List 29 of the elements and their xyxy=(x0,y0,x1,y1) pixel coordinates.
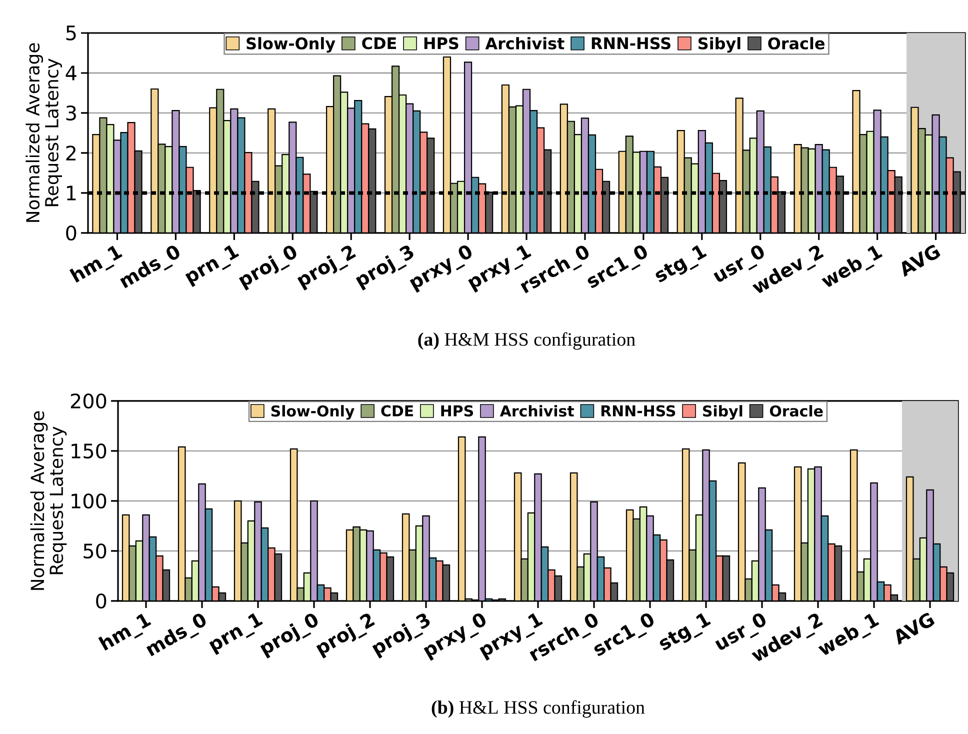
legend-label: Slow-Only xyxy=(246,37,336,53)
y-axis-title: Normalized Average Request Latency xyxy=(26,43,62,222)
y-tick-label: 0 xyxy=(66,225,76,241)
y-tick-label: 50 xyxy=(84,543,106,559)
legend-label: RNN-HSS xyxy=(601,405,676,417)
text: (b) H&L HSS configuration xyxy=(432,700,645,718)
legend-label: CDE xyxy=(381,405,413,417)
legend-label: RNN-HSS xyxy=(592,37,670,50)
y-tick-label: 4 xyxy=(66,66,76,80)
y-axis-title: Normalized Average Request Latency xyxy=(30,411,67,590)
legend-label: HPS xyxy=(441,405,473,417)
y-tick-label: 100 xyxy=(72,493,106,509)
legend-label: HPS xyxy=(424,37,458,50)
legend-label: Oracle xyxy=(768,37,824,50)
y-tick-label: 150 xyxy=(72,443,106,459)
y-tick-label: 3 xyxy=(66,105,76,121)
legend-label: Archivist xyxy=(500,405,574,417)
legend-label: Archivist xyxy=(485,37,564,50)
y-tick-label: 1 xyxy=(67,186,76,200)
y-tick-label: 2 xyxy=(66,146,76,160)
legend-label: Sibyl xyxy=(703,405,742,420)
legend-label: CDE xyxy=(362,37,396,50)
y-tick-label: 0 xyxy=(96,593,106,609)
legend-label: Oracle xyxy=(770,405,823,417)
y-tick-label: 200 xyxy=(70,393,106,409)
text: (a) H&M HSS configuration xyxy=(418,332,636,350)
legend-label: Slow-Only xyxy=(271,405,354,420)
y-tick-label: 5 xyxy=(66,26,76,40)
legend-label: Sibyl xyxy=(698,37,740,53)
